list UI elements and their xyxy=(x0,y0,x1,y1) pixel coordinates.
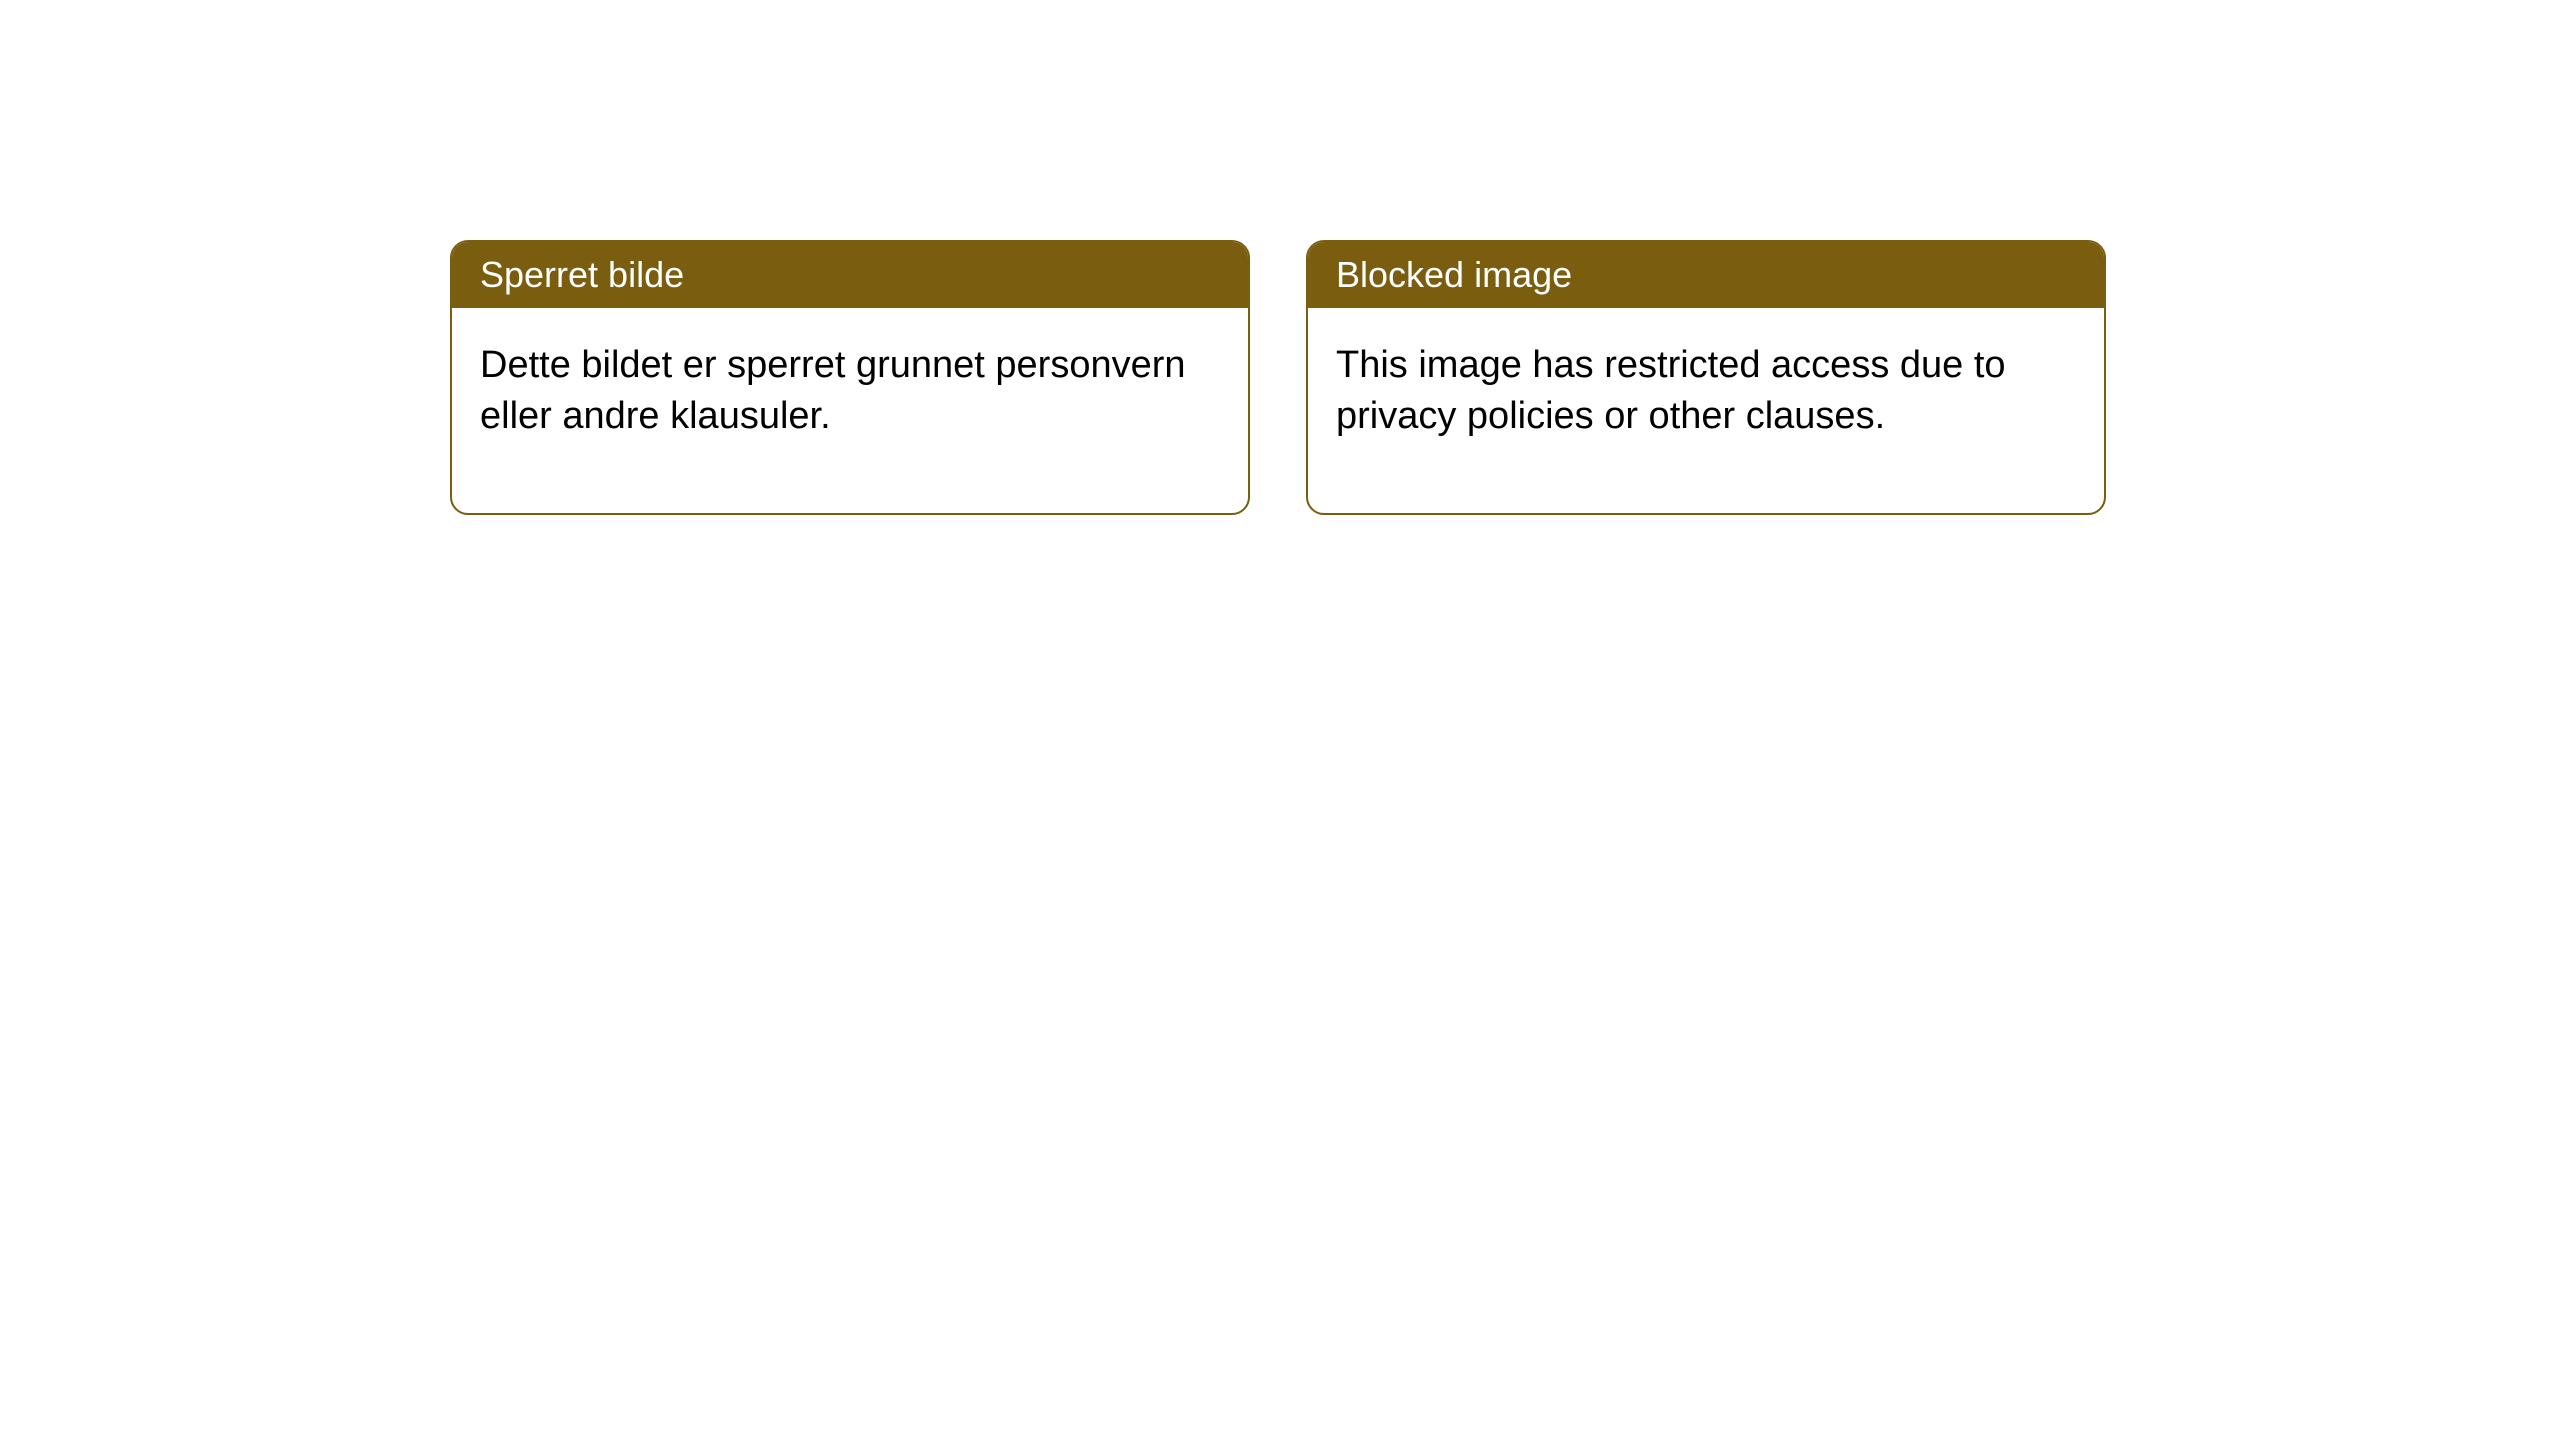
notice-card-english: Blocked image This image has restricted … xyxy=(1306,240,2106,515)
notice-body-english: This image has restricted access due to … xyxy=(1308,308,2104,513)
notice-card-norwegian: Sperret bilde Dette bildet er sperret gr… xyxy=(450,240,1250,515)
notice-title-english: Blocked image xyxy=(1308,242,2104,308)
notice-body-norwegian: Dette bildet er sperret grunnet personve… xyxy=(452,308,1248,513)
notice-container: Sperret bilde Dette bildet er sperret gr… xyxy=(450,240,2106,515)
notice-title-norwegian: Sperret bilde xyxy=(452,242,1248,308)
